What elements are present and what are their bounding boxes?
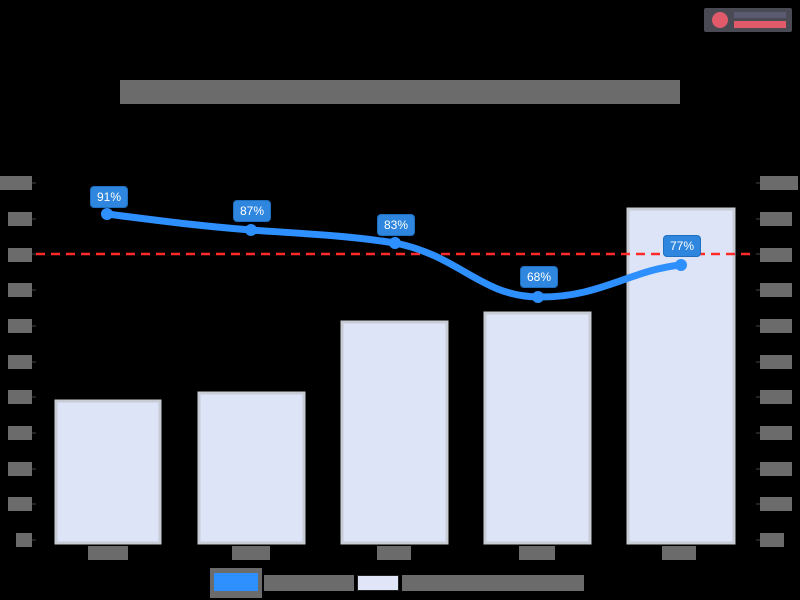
x-label-4: [cat4]	[519, 546, 555, 560]
bar-series	[54, 207, 736, 545]
left-tick-label	[8, 319, 32, 333]
right-tick-label	[760, 283, 792, 297]
data-label: 87%	[233, 200, 272, 222]
right-tick-label	[760, 248, 792, 262]
bar-2	[197, 391, 306, 545]
x-label-1: [cat1]	[88, 546, 128, 560]
chart-title: [redacted chart title]	[120, 80, 680, 104]
left-tick-label	[8, 248, 32, 262]
bar-1	[54, 399, 162, 545]
x-label-2: [cat2]	[232, 546, 270, 560]
data-label: 77%	[663, 235, 702, 257]
logo-icon	[712, 12, 728, 28]
legend-line-swatch-icon	[210, 568, 262, 598]
x-label-5: [cat5]	[662, 546, 696, 560]
data-label: 68%	[520, 266, 559, 288]
left-tick-label	[8, 462, 32, 476]
right-tick-label	[760, 319, 792, 333]
bar-3	[340, 320, 449, 545]
legend-bar-swatch-icon	[357, 575, 399, 591]
legend-label-bar: [redacted bar series]	[402, 575, 584, 591]
right-tick-label	[760, 533, 784, 547]
left-tick-label	[8, 497, 32, 511]
data-label: 83%	[377, 214, 416, 236]
brand-logo	[704, 8, 792, 32]
right-tick-label	[760, 176, 798, 190]
right-tick-label	[760, 426, 792, 440]
left-tick-label	[8, 390, 32, 404]
logo-wordmark-top	[734, 12, 786, 18]
right-tick-label	[760, 355, 792, 369]
legend-label-line: [redacted line series]	[264, 575, 354, 591]
logo-wordmark-bottom	[734, 21, 786, 28]
line-markers	[101, 208, 687, 303]
left-tick-label	[8, 355, 32, 369]
left-tick-label	[16, 533, 32, 547]
x-label-3: [cat3]	[377, 546, 411, 560]
right-tick-label	[760, 462, 792, 476]
left-tick-label	[8, 426, 32, 440]
left-tick-label	[8, 283, 32, 297]
right-tick-label	[760, 390, 792, 404]
bar-4	[483, 311, 592, 545]
right-tick-label	[760, 212, 792, 226]
left-tick-label	[8, 212, 32, 226]
left-tick-label	[0, 176, 32, 190]
data-label: 91%	[90, 186, 129, 208]
right-tick-label	[760, 497, 792, 511]
